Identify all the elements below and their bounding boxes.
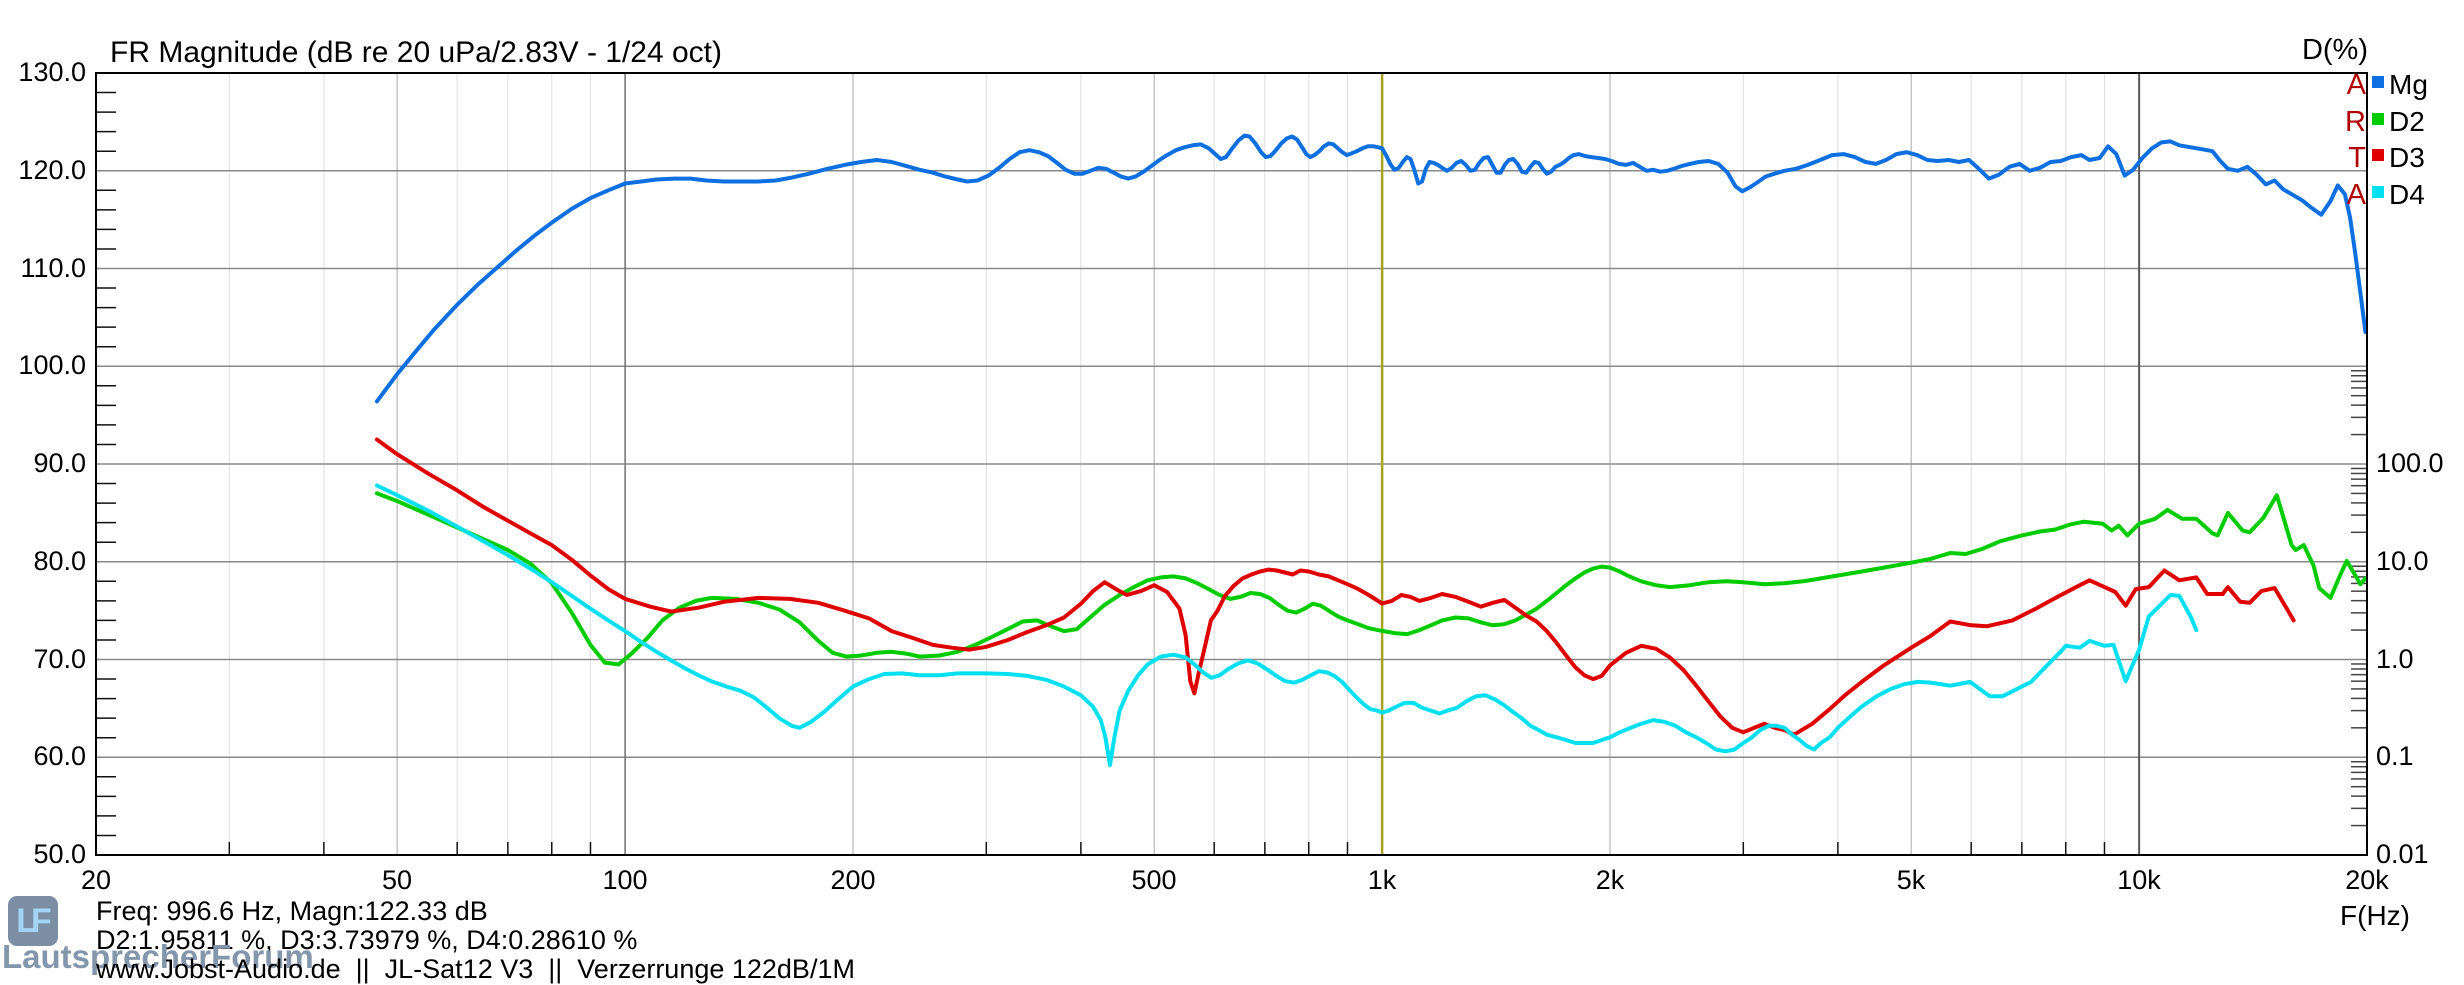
legend-label-d4: D4 <box>2389 178 2425 210</box>
arta-letter: T <box>2348 142 2366 174</box>
arta-letter: R <box>2345 105 2366 138</box>
legend-swatch-mg <box>2372 76 2384 88</box>
x-axis-unit-label: F(Hz) <box>2340 900 2410 931</box>
legend-label-d3: D3 <box>2389 142 2425 173</box>
y-left-tick-label: 120.0 <box>18 155 86 185</box>
watermark-text: LautsprecherForum <box>2 938 314 975</box>
right-axis-title: D(%) <box>2301 34 2368 66</box>
legend-label-mg: Mg <box>2389 69 2428 100</box>
y-left-tick-label: 80.0 <box>33 546 86 576</box>
cursor-readout-line1: Freq: 996.6 Hz, Magn:122.33 dB <box>96 896 488 926</box>
curve-d2 <box>374 491 2367 667</box>
lautsprecherforum-logo: LF <box>8 896 58 946</box>
y-right-tick-label: 0.01 <box>2376 839 2429 869</box>
y-left-tick-label: 130.0 <box>18 57 86 87</box>
x-tick-label: 1k <box>1367 865 1397 895</box>
y-left-tick-label: 70.0 <box>33 644 86 674</box>
y-left-tick-label: 100.0 <box>18 350 86 380</box>
cursor-readout-line2: D2:1.95811 %, D3:3.73979 %, D4:0.28610 % <box>96 925 638 955</box>
footer-text: www.Jobst-Audio.de || JL-Sat12 V3 || Ver… <box>96 954 855 984</box>
legend-label-d2: D2 <box>2389 105 2425 137</box>
legend-row-mg: A Mg <box>2332 69 2462 106</box>
x-tick-label: 20 <box>80 865 112 895</box>
y-right-tick-label: 1.0 <box>2376 644 2414 674</box>
x-tick-label: 200 <box>830 865 876 895</box>
x-tick-label: 50 <box>381 865 413 895</box>
y-left-tick-label: 90.0 <box>33 448 86 478</box>
y-left-tick-label: 60.0 <box>33 741 86 771</box>
y-left-tick-label: 110.0 <box>20 253 86 283</box>
y-right-tick-label: 100.0 <box>2376 448 2444 478</box>
legend-swatch-d4 <box>2372 185 2384 198</box>
arta-letter: A <box>2346 178 2366 211</box>
y-right-tick-label: 0.1 <box>2376 741 2414 771</box>
logo-text: LF <box>16 901 51 940</box>
legend-row-d4: A D4 <box>2332 178 2462 216</box>
y-right-tick-label: 10.0 <box>2376 546 2429 576</box>
arta-letter: A <box>2346 69 2366 101</box>
legend-swatch-d2 <box>2372 112 2384 125</box>
curve-mg <box>374 133 2367 404</box>
x-tick-label: 100 <box>602 865 648 895</box>
x-tick-label: 5k <box>1896 865 1926 895</box>
legend-swatch-d3 <box>2372 149 2384 161</box>
curve-d4 <box>374 483 2199 768</box>
legend-row-d3: T D3 <box>2332 142 2462 179</box>
chart-title: FR Magnitude (dB re 20 uPa/2.83V - 1/24 … <box>110 36 722 69</box>
curve-d3 <box>374 437 2296 737</box>
x-tick-label: 500 <box>1131 865 1177 895</box>
legend-row-d2: R D2 <box>2332 105 2462 143</box>
y-left-tick-label: 50.0 <box>33 839 86 869</box>
x-tick-label: 2k <box>1595 865 1625 895</box>
x-tick-label: 20k <box>2345 865 2389 895</box>
x-tick-label: 10k <box>2117 865 2161 895</box>
